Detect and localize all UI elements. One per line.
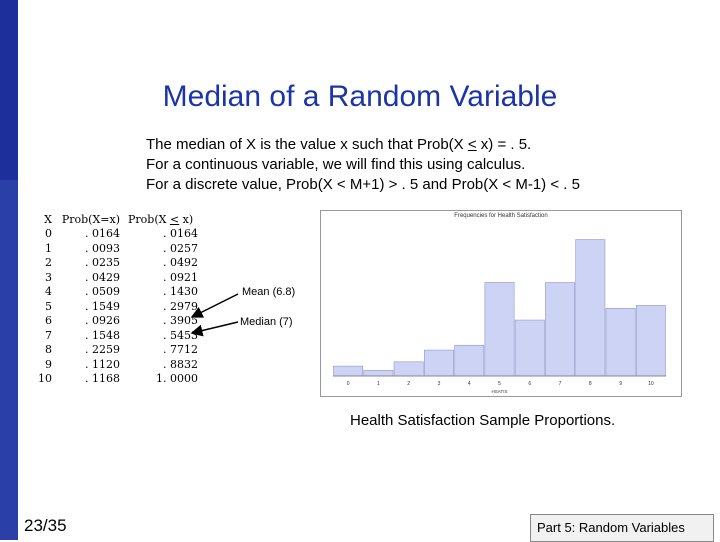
- table-cell-x: 6: [45, 314, 52, 328]
- table-cell-c: . 1430: [163, 285, 198, 299]
- table-cell-c: . 3905: [163, 314, 198, 328]
- histogram-bar: [575, 239, 606, 377]
- table-cell-c: . 2979: [163, 299, 198, 313]
- table-cell-c: 1. 0000: [156, 372, 198, 386]
- mean-arrow: [190, 293, 239, 318]
- histogram-bar: [333, 365, 364, 377]
- table-cell-p: . 1168: [85, 372, 120, 386]
- table-cell-p: . 0926: [85, 314, 120, 328]
- histogram-bar: [635, 305, 666, 377]
- x-tick-label: 7: [559, 381, 562, 387]
- table-row: 8 . 2259 . 7712: [30, 343, 202, 358]
- histogram-panel: Frequencies for Health Satisfaction 0 1 2 3…: [320, 210, 682, 397]
- x-tick-label: 4: [468, 381, 471, 387]
- table-cell-c: . 0921: [163, 270, 198, 284]
- body-text: The median of X is the value x such that…: [146, 135, 580, 195]
- left-accent-bar-segment: [0, 180, 18, 540]
- table-row: 6 . 0926 . 3905: [30, 314, 202, 329]
- x-tick-label: 10: [648, 381, 654, 387]
- median-annotation: Median (7): [240, 316, 293, 328]
- histogram-bar: [424, 349, 454, 377]
- histogram-bar: [454, 344, 485, 377]
- slide-title: Median of a Random Variable: [162, 80, 558, 113]
- table-cell-x: 10: [38, 372, 52, 386]
- histogram-title: Frequencies for Health Satisfaction: [454, 213, 548, 219]
- footer-label: Part 5: Random Variables: [537, 520, 685, 535]
- histogram-bar: [393, 361, 424, 377]
- histogram-chart: 0 1 2 3 4 5 6 7 8 9 10 HSATIS: [333, 225, 666, 394]
- body-line-3: For a discrete value, Prob(X < M+1) > . …: [146, 176, 580, 193]
- table-row: 0 . 0164 . 0164: [30, 227, 202, 242]
- table-cell-x: 3: [45, 270, 52, 284]
- body-line-1: The median of X is the value x such that…: [146, 135, 580, 155]
- table-cell-c: . 7712: [163, 343, 198, 357]
- slide-number: 23/35: [24, 516, 67, 535]
- table-cell-c: . 8832: [163, 357, 198, 371]
- left-accent-bar: [0, 0, 18, 540]
- table-cell-p: . 0235: [85, 256, 120, 270]
- table-cell-p: . 0164: [85, 227, 120, 241]
- x-tick-label: 5: [498, 381, 501, 387]
- table-row: 5 . 1549 . 2979: [30, 299, 202, 314]
- histogram-bar: [545, 282, 575, 377]
- table-cell-p: . 0093: [85, 241, 120, 255]
- table-cell-c: . 0164: [163, 227, 198, 241]
- x-tick-label: 8: [589, 381, 592, 387]
- table-row: 4 . 0509 . 1430: [30, 285, 202, 300]
- table-cell-x: 8: [45, 343, 52, 357]
- header-prob: Prob(X=x): [61, 212, 120, 226]
- table-cell-p: . 1120: [85, 357, 120, 371]
- body-line-1-symbol: <: [467, 136, 477, 153]
- table-cell-p: . 2259: [85, 343, 120, 357]
- table-row: 2 . 0235 . 0492: [30, 256, 202, 271]
- histogram-bar: [363, 370, 394, 377]
- table-row: 1 . 0093 . 0257: [30, 241, 202, 256]
- median-arrow: [190, 321, 239, 337]
- table-cell-c: . 5453: [163, 328, 198, 342]
- header-cumprob-tail: x): [179, 212, 194, 226]
- table-cell-x: 0: [45, 227, 52, 241]
- header-cumprob: Prob(X < x): [124, 212, 202, 227]
- figure-caption: Health Satisfaction Sample Proportions.: [350, 412, 616, 429]
- footer-box: Part 5: Random Variables: [530, 514, 714, 542]
- header-cumprob-symbol: <: [169, 212, 180, 226]
- mean-annotation: Mean (6.8): [242, 286, 296, 298]
- header-cumprob-text: Prob(X: [128, 212, 170, 226]
- body-line-1-tail: x) = . 5.: [476, 136, 532, 153]
- table-row: 10 . 1168 1. 0000: [30, 372, 202, 387]
- table-cell-x: 1: [45, 241, 52, 255]
- header-x: X: [44, 212, 52, 226]
- table-cell-c: . 0492: [163, 256, 198, 270]
- histogram-bar: [605, 308, 636, 377]
- x-tick-label: 1: [377, 381, 380, 387]
- x-tick-label: 3: [438, 381, 441, 387]
- x-tick-label: 9: [619, 381, 622, 387]
- x-tick-label: 2: [407, 381, 410, 387]
- table-row: 9 . 1120 . 8832: [30, 357, 202, 372]
- x-tick-label: 6: [528, 381, 531, 387]
- table-cell-p: . 1548: [85, 328, 120, 342]
- table-cell-p: . 0429: [85, 270, 120, 284]
- table-header-row: X Prob(X=x) Prob(X < x): [30, 212, 202, 227]
- table-row: 3 . 0429 . 0921: [30, 270, 202, 285]
- table-cell-x: 4: [45, 285, 52, 299]
- table-cell-x: 7: [45, 328, 52, 342]
- table-cell-p: . 1549: [85, 299, 120, 313]
- table-cell-p: . 0509: [85, 285, 120, 299]
- x-tick-label: 0: [347, 381, 350, 387]
- table-cell-x: 5: [45, 299, 52, 313]
- histogram-bar: [514, 319, 545, 377]
- table-cell-x: 9: [45, 357, 52, 371]
- body-line-1-text: The median of X is the value x such that…: [146, 136, 468, 153]
- body-line-2: For a continuous variable, we will find …: [146, 156, 526, 173]
- histogram-bar: [484, 282, 515, 377]
- table-row: 7 . 1548 . 5453: [30, 328, 202, 343]
- table-cell-x: 2: [45, 256, 52, 270]
- x-axis-label: HSATIS: [492, 389, 508, 394]
- probability-table: X Prob(X=x) Prob(X < x) 0. 0164. 0164 1. …: [30, 212, 202, 386]
- table-cell-c: . 0257: [163, 241, 198, 255]
